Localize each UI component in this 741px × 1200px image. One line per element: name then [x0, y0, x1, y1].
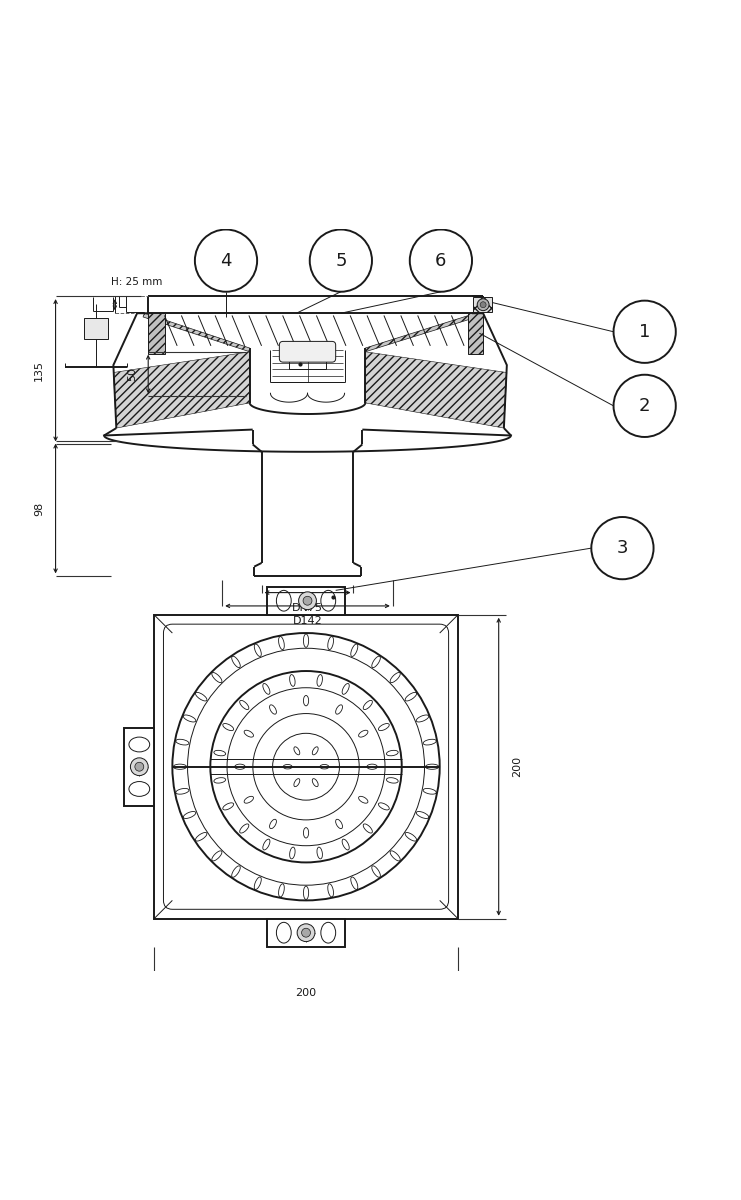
Text: 135: 135 — [34, 360, 44, 380]
Text: D142: D142 — [293, 617, 322, 626]
Circle shape — [477, 299, 489, 311]
Bar — [148, 313, 165, 354]
Text: 200: 200 — [296, 989, 316, 998]
Text: 3: 3 — [617, 539, 628, 557]
Text: 5: 5 — [335, 252, 347, 270]
Text: 98: 98 — [34, 502, 44, 516]
Circle shape — [614, 374, 676, 437]
Circle shape — [195, 229, 257, 292]
Text: 2: 2 — [639, 397, 651, 415]
Bar — [84, 318, 108, 340]
Circle shape — [297, 924, 315, 942]
Bar — [154, 614, 458, 919]
Circle shape — [135, 762, 144, 772]
Bar — [473, 296, 492, 312]
Polygon shape — [143, 313, 250, 352]
Circle shape — [614, 301, 676, 362]
Text: 1: 1 — [639, 323, 651, 341]
Circle shape — [480, 301, 486, 307]
Text: 6: 6 — [435, 252, 447, 270]
Polygon shape — [113, 352, 250, 428]
Bar — [267, 587, 345, 614]
Circle shape — [410, 229, 472, 292]
Bar — [124, 728, 154, 805]
Circle shape — [310, 229, 372, 292]
Text: DN75: DN75 — [292, 602, 323, 613]
Text: 200: 200 — [512, 756, 522, 778]
Circle shape — [591, 517, 654, 580]
Bar — [468, 313, 483, 354]
Polygon shape — [365, 313, 477, 352]
Text: 50: 50 — [127, 367, 137, 380]
Circle shape — [303, 596, 312, 605]
Polygon shape — [365, 352, 507, 428]
Circle shape — [302, 929, 310, 937]
Circle shape — [130, 758, 148, 775]
Text: H: 25 mm: H: 25 mm — [111, 277, 162, 287]
Circle shape — [299, 592, 316, 610]
Bar — [267, 919, 345, 947]
Text: 4: 4 — [220, 252, 232, 270]
FancyBboxPatch shape — [279, 341, 336, 362]
